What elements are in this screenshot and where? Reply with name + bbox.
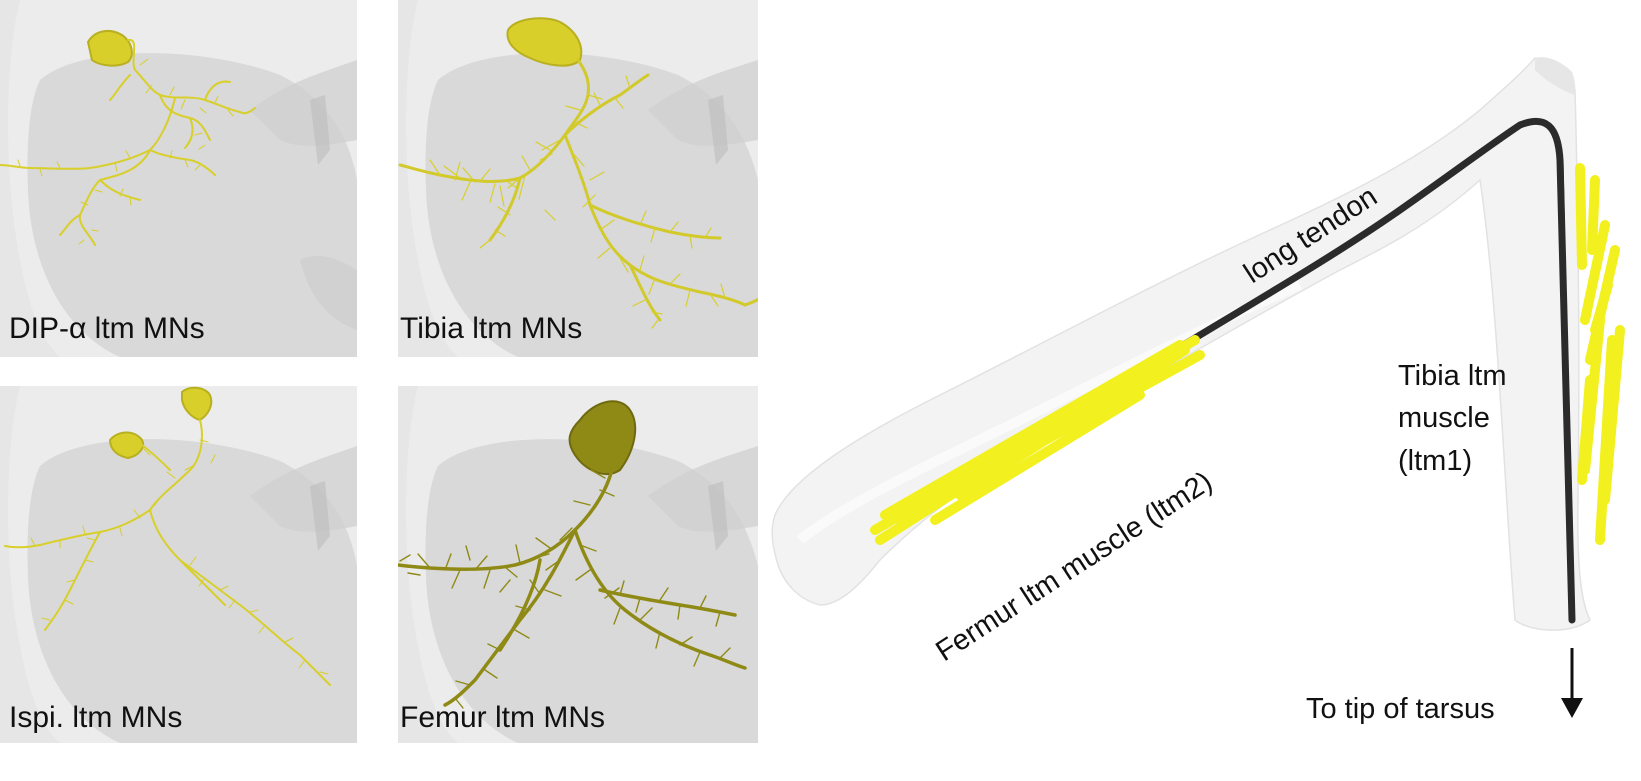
ventral-nerve-cord-outline — [8, 0, 357, 357]
femur-ltm-muscle — [870, 335, 1205, 545]
panel-label-ispi: Ispi. ltm MNs — [9, 701, 182, 734]
panel-ispi: Ispi. ltm MNs — [0, 386, 357, 743]
tibia-neurons — [398, 17, 758, 329]
tibia-muscle-label-line-3: (ltm1) — [1398, 445, 1472, 477]
ispi-neurons — [4, 386, 331, 686]
femur-neurons — [398, 400, 747, 709]
tibia-ltm-muscle-tendon-overlay — [1560, 159, 1574, 621]
panel-label-dip-alpha: DIP-α ltm MNs — [9, 312, 205, 345]
panel-tibia: Tibia ltm MNs — [398, 0, 758, 357]
panel-label-tibia: Tibia ltm MNs — [400, 312, 582, 345]
tibia-muscle-label-line-2: muscle — [1398, 402, 1490, 434]
leg-diagram: long tendon Fermur ltm muscle (ltm2) Tib… — [771, 57, 1625, 725]
panel-femur: Femur ltm MNs — [398, 386, 758, 743]
tarsus-arrow — [1561, 648, 1583, 718]
tarsus-arrow-label: To tip of tarsus — [1306, 693, 1495, 725]
dip-alpha-neurons — [0, 29, 256, 246]
ventral-nerve-cord-outline — [8, 386, 357, 743]
panel-dip-alpha: DIP-α ltm MNs — [0, 0, 357, 357]
tibia-ltm-muscle — [1575, 163, 1625, 545]
tibia-muscle-label-line-1: Tibia ltm — [1398, 360, 1507, 392]
tibia-muscle-label: Tibia ltm muscle (ltm1) — [1398, 360, 1515, 477]
panel-label-femur: Femur ltm MNs — [400, 701, 605, 734]
